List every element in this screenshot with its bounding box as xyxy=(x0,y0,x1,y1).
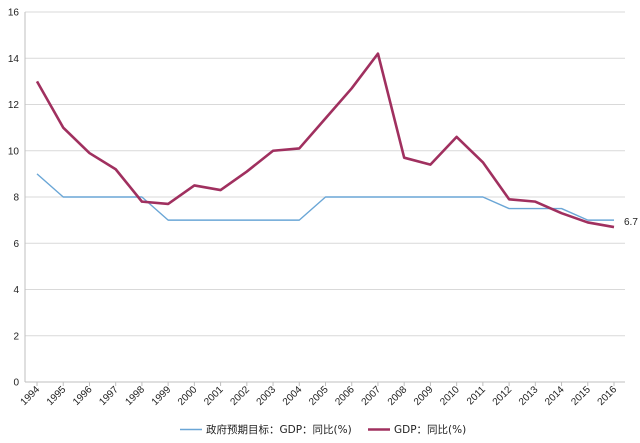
x-tick-label: 2010 xyxy=(438,384,462,408)
y-tick-label: 2 xyxy=(13,331,19,342)
x-tick-label: 1994 xyxy=(19,384,43,408)
x-tick-label: 2011 xyxy=(465,384,488,407)
x-tick-label: 2005 xyxy=(307,384,331,408)
x-tick-label: 2006 xyxy=(333,384,357,408)
x-tick-label: 2016 xyxy=(596,384,620,408)
y-axis-tick-labels: 0 2 4 6 8 10 12 14 16 xyxy=(8,8,20,389)
data-labels: 6.7 xyxy=(624,217,638,228)
y-tick-label: 10 xyxy=(8,146,20,157)
y-tick-label: 8 xyxy=(13,193,19,204)
x-tick-label: 1997 xyxy=(97,384,121,408)
y-tick-label: 16 xyxy=(8,8,20,19)
data-label: 6.7 xyxy=(624,217,638,228)
series-line-actual xyxy=(35,52,615,229)
x-tick-label: 2007 xyxy=(360,384,384,408)
x-tick-label: 2004 xyxy=(281,384,305,408)
x-tick-label: 2001 xyxy=(202,384,226,408)
x-tick-label: 1998 xyxy=(124,384,148,408)
x-tick-label: 2012 xyxy=(491,384,515,408)
y-tick-label: 12 xyxy=(8,100,20,111)
x-tick-label: 2014 xyxy=(543,384,567,408)
y-tick-label: 14 xyxy=(8,54,20,65)
y-tick-label: 6 xyxy=(13,239,19,250)
x-tick-label: 1999 xyxy=(150,384,174,408)
x-tick-label: 2009 xyxy=(412,384,436,408)
x-tick-label: 2008 xyxy=(386,384,410,408)
legend-label: 政府预期目标：GDP：同比(%) xyxy=(206,423,352,436)
legend: 政府预期目标：GDP：同比(%) GDP：同比(%) xyxy=(180,423,466,436)
x-axis-tick-labels: 1994 1995 1996 1997 1998 1999 2000 2001 2002 2003… xyxy=(19,382,620,408)
x-tick-label: 2015 xyxy=(569,384,593,408)
x-tick-label: 2003 xyxy=(255,384,279,408)
x-tick-label: 2002 xyxy=(228,384,252,408)
x-tick-label: 1996 xyxy=(71,384,95,408)
grid-lines xyxy=(25,11,625,337)
legend-label: GDP：同比(%) xyxy=(394,423,466,436)
x-tick-label: 1995 xyxy=(45,384,69,408)
y-tick-label: 0 xyxy=(13,378,19,389)
series-line-target xyxy=(36,173,614,221)
x-tick-label: 2000 xyxy=(176,384,200,408)
x-tick-label: 2013 xyxy=(517,384,541,408)
y-tick-label: 4 xyxy=(13,285,19,296)
series-lines xyxy=(35,52,615,229)
